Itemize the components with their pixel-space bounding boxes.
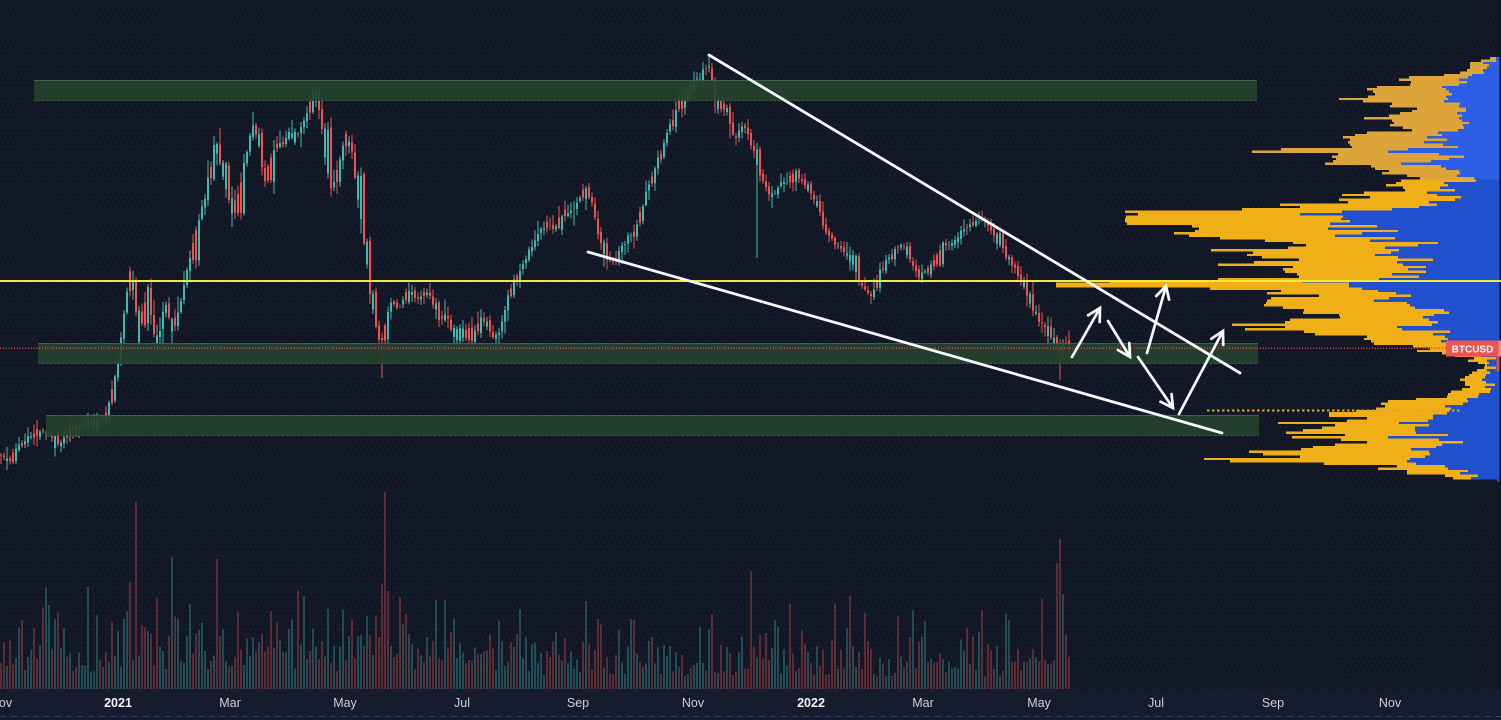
svg-text:Nov: Nov (0, 696, 13, 710)
svg-text:Mar: Mar (912, 696, 934, 710)
svg-text:BTCUSD: BTCUSD (1452, 345, 1494, 356)
svg-text:Sep: Sep (1262, 696, 1284, 710)
svg-text:Nov: Nov (1379, 696, 1402, 710)
svg-text:Jul: Jul (1148, 696, 1164, 710)
svg-text:Jul: Jul (454, 696, 470, 710)
svg-text:Nov: Nov (682, 696, 705, 710)
svg-text:May: May (333, 696, 357, 710)
svg-text:May: May (1027, 696, 1051, 710)
svg-text:Sep: Sep (567, 696, 589, 710)
svg-text:2022: 2022 (797, 696, 825, 710)
svg-text:2021: 2021 (104, 696, 132, 710)
svg-text:Mar: Mar (219, 696, 241, 710)
